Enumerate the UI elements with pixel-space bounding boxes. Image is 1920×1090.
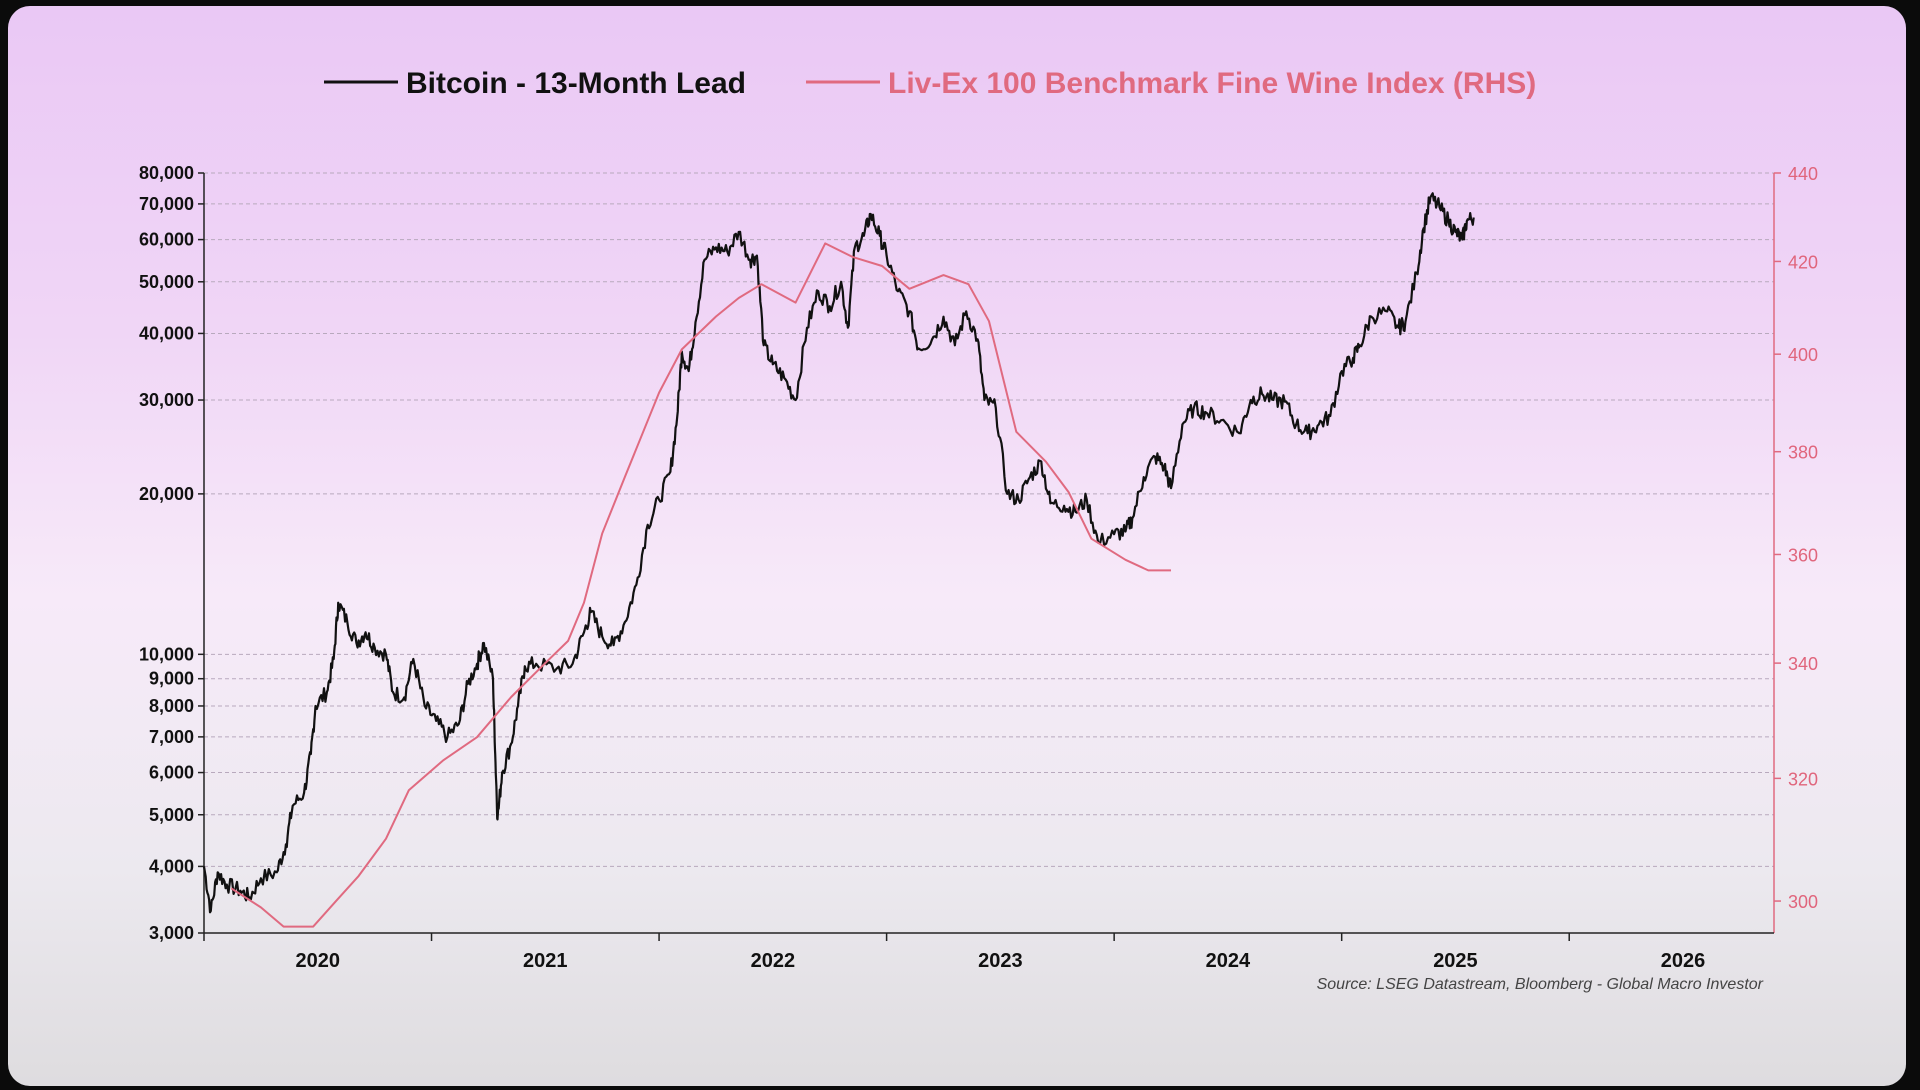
left-tick-label: 5,000 (149, 805, 194, 825)
series-line-wine (230, 242, 1171, 928)
series (202, 192, 1475, 928)
right-tick-label: 360 (1788, 545, 1818, 565)
right-tick-label: 340 (1788, 654, 1818, 674)
right-tick-label: 400 (1788, 345, 1818, 365)
left-tick-label: 3,000 (149, 923, 194, 943)
left-tick-label: 10,000 (139, 644, 194, 664)
legend-label-wine: Liv-Ex 100 Benchmark Fine Wine Index (RH… (888, 67, 1536, 100)
left-tick-label: 7,000 (149, 727, 194, 747)
x-tick-label: 2026 (1661, 950, 1706, 972)
left-tick-label: 50,000 (139, 272, 194, 292)
right-tick-label: 300 (1788, 892, 1818, 912)
left-tick-label: 40,000 (139, 323, 194, 343)
right-tick-label: 320 (1788, 769, 1818, 789)
left-tick-label: 20,000 (139, 484, 194, 504)
axes: 80,000 70,000 60,000 50,000 40,000 30,000 20,0… (139, 163, 1818, 972)
right-tick-label: 420 (1788, 252, 1818, 272)
x-tick-label: 2022 (751, 950, 796, 972)
right-tick-label: 380 (1788, 443, 1818, 463)
left-tick-label: 80,000 (139, 163, 194, 183)
x-tick-label: 2025 (1433, 950, 1478, 972)
x-tick-label: 2020 (296, 950, 341, 972)
x-tick-label: 2024 (1206, 950, 1251, 972)
left-tick-label: 60,000 (139, 230, 194, 250)
gridlines (204, 172, 1774, 934)
left-tick-label: 30,000 (139, 390, 194, 410)
x-tick-label: 2023 (978, 950, 1023, 972)
left-tick-label: 6,000 (149, 763, 194, 783)
x-tick-label: 2021 (523, 950, 568, 972)
chart-svg: Bitcoin - 13-Month Lead Liv-Ex 100 Bench… (139, 67, 1818, 993)
left-tick-label: 70,000 (139, 194, 194, 214)
right-tick-label: 440 (1788, 164, 1818, 184)
left-tick-label: 9,000 (149, 669, 194, 689)
left-tick-label: 8,000 (149, 696, 194, 716)
legend-label-bitcoin: Bitcoin - 13-Month Lead (406, 67, 746, 100)
left-tick-label: 4,000 (149, 856, 194, 876)
legend: Bitcoin - 13-Month Lead Liv-Ex 100 Bench… (324, 67, 1536, 100)
series-line-bitcoin (202, 192, 1475, 914)
chart-panel: Bitcoin - 13-Month Lead Liv-Ex 100 Bench… (8, 6, 1906, 1086)
source-note: Source: LSEG Datastream, Bloomberg - Glo… (1317, 976, 1764, 993)
